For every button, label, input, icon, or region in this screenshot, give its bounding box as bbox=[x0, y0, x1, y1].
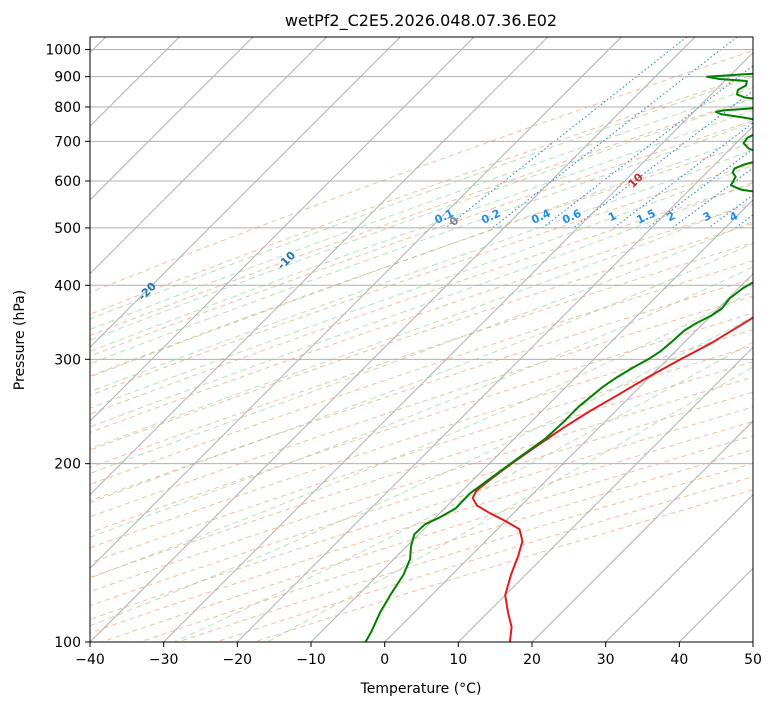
dry-adiabat-line bbox=[90, 163, 753, 396]
isotherm-line bbox=[531, 420, 753, 642]
isobars bbox=[90, 49, 753, 642]
isotherm-line bbox=[90, 37, 549, 496]
y-tick-label: 700 bbox=[54, 134, 81, 150]
plot-area: -100-90-80-70-60-50-40-30-20-10010203040… bbox=[90, 37, 753, 642]
dry-adiabat-line bbox=[90, 345, 753, 564]
dry-adiabat-line bbox=[90, 74, 753, 315]
isotherm-line bbox=[384, 272, 753, 642]
isotherm-line bbox=[236, 125, 753, 642]
moist-adiabat-line bbox=[90, 86, 753, 330]
y-axis-ticks: 100 200 300 400 500 600 700 800 900 1000 bbox=[45, 43, 90, 651]
x-tick-label: 30 bbox=[597, 652, 615, 668]
isotherm-line bbox=[90, 37, 254, 201]
isotherms bbox=[90, 37, 753, 642]
mixing-ratio-line bbox=[572, 90, 753, 229]
x-tick-label: −40 bbox=[75, 652, 105, 668]
x-tick-label: −20 bbox=[223, 652, 253, 668]
y-tick-label: 300 bbox=[54, 352, 81, 368]
x-tick-label: −30 bbox=[149, 652, 179, 668]
x-tick-label: −10 bbox=[296, 652, 326, 668]
chart-title: wetPf2_C2E5.2026.048.07.36.E02 bbox=[285, 11, 557, 31]
x-tick-label: 40 bbox=[670, 652, 688, 668]
y-tick-label: 200 bbox=[54, 457, 81, 473]
x-axis-label: Temperature (°C) bbox=[360, 681, 482, 697]
dry-adiabat-line bbox=[90, 376, 753, 593]
temperature-profile-line bbox=[471, 316, 753, 642]
moist-adiabat-line bbox=[90, 76, 753, 320]
mixing-ratio-line bbox=[542, 65, 753, 229]
dry-adiabat-line bbox=[90, 142, 753, 377]
moist-adiabats bbox=[90, 76, 753, 642]
y-tick-label: 900 bbox=[54, 70, 81, 86]
y-axis-label: Pressure (hPa) bbox=[12, 290, 28, 390]
dry-adiabat-line bbox=[90, 97, 753, 337]
y-tick-label: 500 bbox=[54, 221, 81, 237]
isotherm-line bbox=[90, 37, 696, 642]
moist-adiabat-line bbox=[90, 98, 753, 341]
moist-adiabat-line bbox=[267, 366, 753, 642]
isotherm-line bbox=[605, 493, 753, 642]
x-axis-ticks: −40 −30 −20 −10 0 10 20 30 40 50 bbox=[75, 642, 762, 668]
moist-adiabat-line bbox=[90, 181, 753, 428]
isotherm-line bbox=[457, 346, 753, 642]
y-tick-label: 600 bbox=[54, 174, 81, 190]
dry-adiabat-line bbox=[90, 203, 753, 433]
x-tick-label: 0 bbox=[380, 652, 389, 668]
y-tick-label: 400 bbox=[54, 278, 81, 294]
y-tick-label: 100 bbox=[54, 635, 81, 651]
x-tick-label: 20 bbox=[523, 652, 541, 668]
y-tick-label: 1000 bbox=[45, 43, 81, 59]
sounding-profiles bbox=[364, 72, 753, 642]
moist-adiabat-line bbox=[90, 200, 753, 449]
x-tick-label: 50 bbox=[744, 652, 762, 668]
dewpoint-profile-line bbox=[364, 72, 753, 642]
y-tick-label: 800 bbox=[54, 100, 81, 116]
moist-adiabat-line bbox=[90, 242, 753, 504]
isotherm-line bbox=[90, 37, 401, 349]
dry-adiabat-line bbox=[90, 391, 753, 607]
isotherm-line bbox=[90, 37, 475, 422]
dry-adiabat-line bbox=[90, 329, 753, 549]
moist-adiabat-line bbox=[90, 266, 753, 538]
moist-adiabat-line bbox=[90, 164, 753, 409]
moist-adiabat-line bbox=[90, 290, 753, 579]
x-tick-label: 10 bbox=[449, 652, 467, 668]
plot-frame bbox=[89, 36, 754, 643]
isotherm-line bbox=[90, 37, 622, 570]
isotherm-line bbox=[163, 51, 753, 642]
isotherm-line bbox=[90, 37, 328, 275]
dry-adiabat-line bbox=[90, 50, 753, 293]
dry-adiabat-line bbox=[90, 295, 753, 518]
dry-adiabat-line bbox=[90, 241, 753, 469]
